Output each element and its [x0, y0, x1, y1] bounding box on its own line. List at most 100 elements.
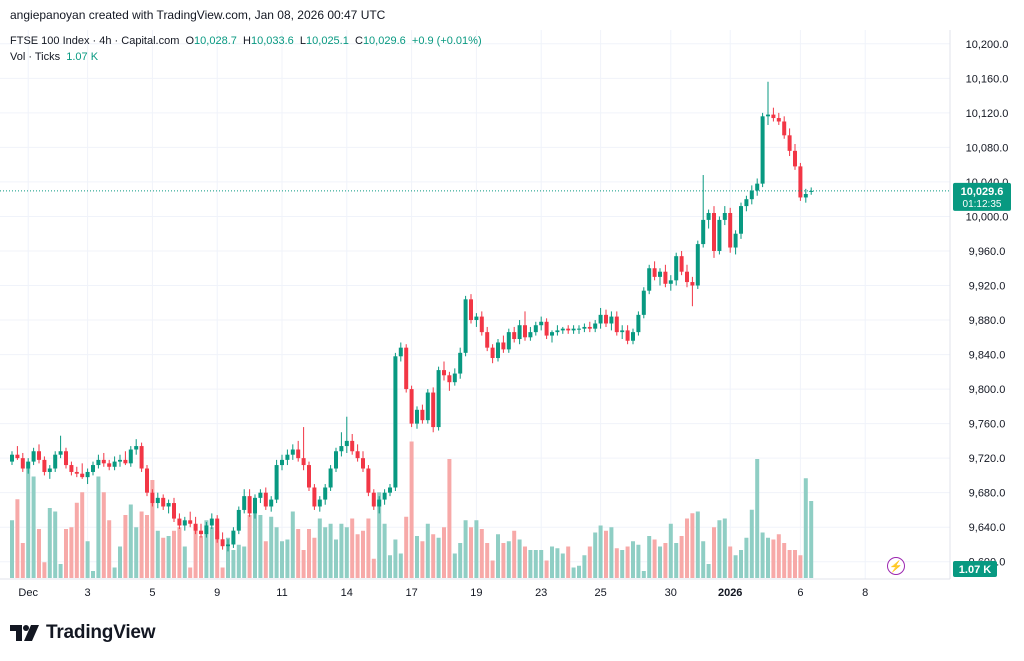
- candle-body: [307, 465, 311, 488]
- volume-bar: [31, 476, 36, 578]
- volume-bar: [809, 501, 814, 578]
- candle-body: [782, 121, 787, 136]
- candle-body: [388, 487, 392, 493]
- volume-bar: [188, 567, 193, 578]
- volume-bar: [755, 459, 760, 578]
- volume-bar: [285, 539, 290, 578]
- candle-body: [631, 332, 635, 341]
- volume-bar: [91, 571, 95, 578]
- candle-body: [177, 518, 182, 526]
- candle-body: [415, 409, 419, 424]
- close-label: C: [354, 35, 363, 47]
- low-label: L: [299, 35, 307, 47]
- candle-body: [74, 471, 79, 474]
- candle-body: [42, 459, 47, 472]
- volume-bar: [739, 550, 743, 578]
- candle-body: [290, 449, 295, 455]
- volume-bar: [220, 567, 225, 578]
- volume-bar: [442, 527, 446, 578]
- volume-bar: [355, 534, 360, 578]
- volume-bar: [766, 537, 770, 578]
- volume-bar: [10, 520, 14, 578]
- candle-body: [96, 459, 101, 466]
- volume-bar: [85, 541, 90, 578]
- volume-bar: [695, 511, 700, 578]
- candle-body: [652, 268, 657, 277]
- candle-body: [604, 314, 608, 324]
- x-tick-label: 6: [797, 587, 803, 599]
- candle-body: [409, 389, 414, 424]
- volume-bar: [301, 550, 306, 578]
- candle-body: [37, 451, 41, 460]
- candle-body: [641, 290, 646, 315]
- last-price-label: 10,029.6: [961, 186, 1004, 198]
- volume-bar: [107, 520, 112, 578]
- candle-body: [728, 213, 733, 248]
- volume-bar: [674, 543, 679, 578]
- volume-bar: [393, 539, 398, 578]
- candle-body: [166, 503, 171, 507]
- candle-body: [436, 370, 441, 428]
- candle-body: [766, 114, 770, 117]
- volume-bar: [744, 537, 749, 578]
- candle-body: [587, 326, 592, 329]
- candle-body: [134, 446, 139, 450]
- candle-body: [425, 392, 430, 421]
- x-tick-label: 19: [470, 587, 482, 599]
- volume-bar: [614, 548, 619, 578]
- candle-body: [566, 328, 571, 331]
- symbol-name[interactable]: FTSE 100 Index · 4h · Capital.com: [10, 35, 180, 47]
- candle-body: [793, 150, 797, 167]
- candle-body: [188, 520, 193, 524]
- volume-bar: [253, 511, 257, 578]
- volume-bar: [706, 564, 711, 578]
- candle-body: [474, 316, 479, 321]
- candle-body: [690, 282, 695, 286]
- volume-bar: [199, 536, 203, 578]
- candle-body: [809, 190, 814, 192]
- volume-bar: [145, 515, 149, 578]
- candle-body: [744, 199, 749, 207]
- candle-body: [145, 468, 149, 493]
- candle-body: [10, 454, 14, 462]
- lightning-icon[interactable]: ⚡: [887, 557, 905, 575]
- candle-body: [787, 135, 792, 151]
- candle-body: [215, 518, 220, 540]
- volume-bar: [420, 541, 425, 578]
- high-label: H: [243, 35, 251, 47]
- y-tick-label: 9,920.0: [969, 281, 1006, 293]
- volume-bar: [474, 520, 479, 578]
- candle-body: [528, 332, 533, 338]
- volume-bar: [236, 544, 241, 578]
- candle-body: [685, 271, 689, 283]
- candle-body: [20, 458, 25, 469]
- candle-body: [598, 314, 603, 324]
- candle-body: [398, 347, 403, 357]
- volume-bar: [506, 541, 511, 578]
- tradingview-logo[interactable]: TradingView: [10, 622, 156, 644]
- candle-body: [550, 332, 554, 336]
- volume-label[interactable]: Vol · Ticks: [10, 51, 61, 63]
- candle-body: [26, 461, 31, 469]
- volume-bar: [587, 546, 592, 578]
- candle-body: [155, 497, 160, 504]
- volume-bar: [96, 476, 101, 578]
- volume-bar: [382, 523, 387, 578]
- volume-bar: [215, 530, 220, 578]
- candle-body: [58, 451, 63, 455]
- volume-bar: [620, 550, 625, 578]
- y-tick-label: 10,120.0: [966, 108, 1009, 120]
- volume-bar: [69, 527, 74, 578]
- volume-bar: [663, 543, 668, 578]
- volume-bar: [350, 518, 355, 578]
- volume-bar: [776, 534, 781, 578]
- volume-bar: [436, 537, 441, 578]
- candle-body: [560, 328, 565, 331]
- x-tick-label: 17: [405, 587, 417, 599]
- candle-body: [755, 183, 760, 191]
- candle-body: [47, 468, 52, 472]
- volume-bar: [463, 520, 468, 578]
- volume-bar: [566, 546, 571, 578]
- volume-bar: [560, 553, 565, 578]
